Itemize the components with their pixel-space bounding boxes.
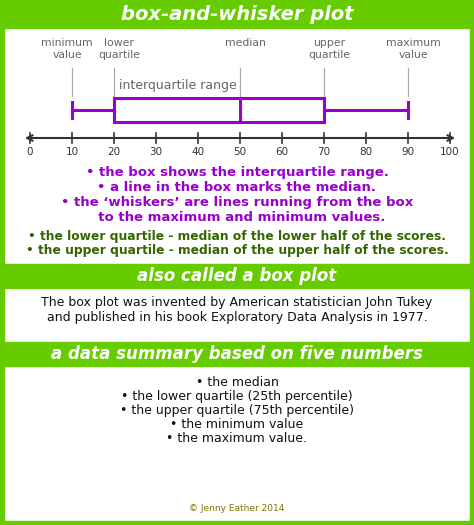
Text: interquartile range: interquartile range [119,79,237,92]
Text: 0: 0 [27,147,33,157]
Text: 50: 50 [233,147,246,157]
Text: also called a box plot: also called a box plot [137,267,337,285]
Text: 40: 40 [191,147,205,157]
Bar [0,0,474,4]
Text: • the box shows the interquartile range.: • the box shows the interquartile range. [86,166,388,179]
Text: • the minimum value: • the minimum value [170,418,304,431]
Text: 30: 30 [149,147,163,157]
Text: • the upper quartile - median of the upper half of the scores.: • the upper quartile - median of the upp… [26,244,448,257]
Bar [0,342,474,366]
Text: The box plot was invented by American statistician John Tukey
and published in h: The box plot was invented by American st… [41,296,433,324]
Text: • the ‘whiskers’ are lines running from the box: • the ‘whiskers’ are lines running from … [61,196,413,209]
Text: 90: 90 [401,147,415,157]
Text: 100: 100 [440,147,460,157]
Text: a data summary based on five numbers: a data summary based on five numbers [51,345,423,363]
Text: • the upper quartile (75th percentile): • the upper quartile (75th percentile) [120,404,354,417]
Text: 80: 80 [359,147,373,157]
Bar [470,0,474,525]
Text: box-and-whisker plot: box-and-whisker plot [121,5,353,24]
Text: median: median [225,38,265,48]
Text: • the median: • the median [196,376,278,389]
Bar [0,521,474,525]
Text: • the maximum value.: • the maximum value. [166,432,308,445]
Text: upper
quartile: upper quartile [308,38,350,60]
Text: minimum
value: minimum value [41,38,93,60]
Bar [0,0,474,28]
Text: • the lower quartile (25th percentile): • the lower quartile (25th percentile) [121,390,353,403]
Text: 70: 70 [318,147,330,157]
Text: 10: 10 [65,147,79,157]
Bar [0,0,4,525]
Text: to the maximum and minimum values.: to the maximum and minimum values. [89,211,385,224]
Bar [114,98,324,122]
Text: 20: 20 [108,147,120,157]
Text: lower
quartile: lower quartile [98,38,140,60]
Bar [0,264,474,288]
Text: © Jenny Eather 2014: © Jenny Eather 2014 [189,504,285,513]
Text: maximum
value: maximum value [386,38,440,60]
Text: • the lower quartile - median of the lower half of the scores.: • the lower quartile - median of the low… [28,230,446,243]
Text: • a line in the box marks the median.: • a line in the box marks the median. [98,181,376,194]
Text: 60: 60 [275,147,289,157]
